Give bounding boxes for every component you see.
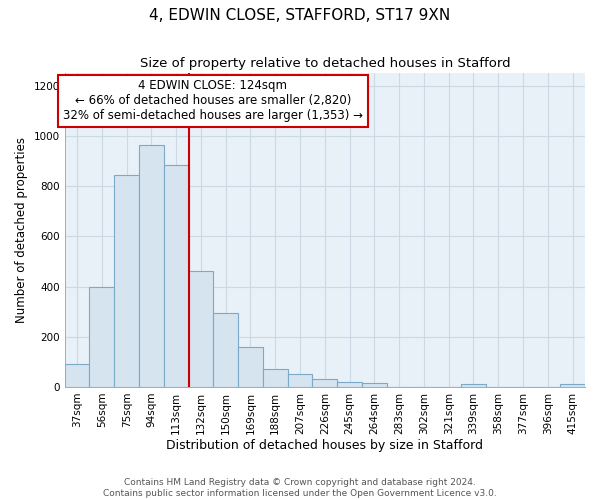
- Bar: [287, 374, 313, 387]
- Bar: [214, 313, 238, 387]
- X-axis label: Distribution of detached houses by size in Stafford: Distribution of detached houses by size …: [166, 440, 484, 452]
- Bar: [188, 272, 214, 387]
- Bar: [337, 382, 362, 387]
- Text: Contains HM Land Registry data © Crown copyright and database right 2024.
Contai: Contains HM Land Registry data © Crown c…: [103, 478, 497, 498]
- Bar: [139, 144, 164, 387]
- Bar: [560, 384, 585, 387]
- Bar: [313, 380, 337, 387]
- Bar: [114, 175, 139, 387]
- Bar: [164, 164, 188, 387]
- Text: 4, EDWIN CLOSE, STAFFORD, ST17 9XN: 4, EDWIN CLOSE, STAFFORD, ST17 9XN: [149, 8, 451, 22]
- Bar: [89, 286, 114, 387]
- Text: 4 EDWIN CLOSE: 124sqm
← 66% of detached houses are smaller (2,820)
32% of semi-d: 4 EDWIN CLOSE: 124sqm ← 66% of detached …: [63, 80, 363, 122]
- Bar: [461, 384, 486, 387]
- Title: Size of property relative to detached houses in Stafford: Size of property relative to detached ho…: [140, 58, 510, 70]
- Bar: [65, 364, 89, 387]
- Bar: [238, 347, 263, 387]
- Bar: [263, 370, 287, 387]
- Bar: [362, 383, 387, 387]
- Y-axis label: Number of detached properties: Number of detached properties: [15, 137, 28, 323]
